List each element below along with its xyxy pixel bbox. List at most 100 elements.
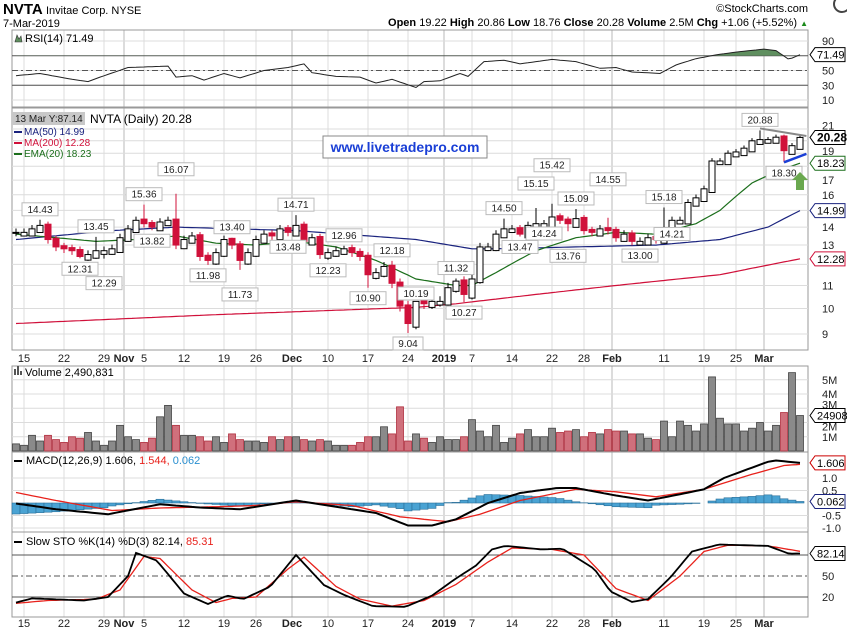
x-axis-label: Mar <box>754 353 774 365</box>
volume-bar <box>244 440 252 452</box>
x-axis-label: 17 <box>362 618 374 629</box>
price-annotation-box <box>213 220 251 235</box>
volume-legend: Volume 2,490,831 <box>14 366 114 379</box>
macd-histogram-bar <box>227 502 237 506</box>
x-axis-label: 24 <box>402 618 414 629</box>
sto-k-line <box>15 543 800 608</box>
price-annotation-box <box>133 233 171 248</box>
rsi-line <box>15 48 801 89</box>
candle-body <box>492 233 500 252</box>
macd-histogram-bar <box>651 502 661 506</box>
volume-bar <box>548 427 556 452</box>
volume-bar <box>268 436 276 452</box>
volume-bar <box>164 404 172 452</box>
volume-bar <box>324 440 332 452</box>
candle-body <box>436 300 444 306</box>
x-axis-label: 14 <box>506 618 518 629</box>
volume-bar <box>156 416 164 452</box>
macd-label: MACD(12,26,9) 1.606, 1.544, 0.062 <box>26 455 200 467</box>
volume-bar <box>12 443 20 452</box>
volume-bar <box>308 440 316 452</box>
volume-bar <box>44 434 52 452</box>
candle-body <box>244 252 252 265</box>
x-axis-label: 19 <box>698 353 710 365</box>
price-annotation-box <box>397 286 435 301</box>
price-annotation-box <box>533 158 571 173</box>
volume-bar <box>492 424 500 452</box>
volume-bar <box>100 444 108 452</box>
price-annotation-box <box>621 248 659 263</box>
macd-histogram-bar <box>203 502 213 505</box>
brand-logo: ©StockCharts.com <box>716 3 808 15</box>
symbol: NVTA <box>3 1 43 18</box>
volume-bar <box>60 442 68 452</box>
price-annotation: 14.21 <box>659 230 684 241</box>
macd-histogram-bar <box>371 502 381 506</box>
price-annotation-box <box>485 201 523 216</box>
top-right-icon[interactable] <box>833 0 847 13</box>
volume-bar <box>596 433 604 452</box>
candle-body <box>684 201 692 225</box>
candle-body <box>28 228 36 237</box>
candle-body <box>620 233 628 242</box>
candle-body <box>516 227 524 235</box>
candle-body <box>772 136 780 144</box>
volume-bar <box>460 436 468 452</box>
price-annotation-box <box>21 202 59 217</box>
watermark-box[interactable]: www.livetradepro.com <box>322 135 488 159</box>
volume-bar <box>780 412 788 452</box>
candle-body <box>420 299 428 305</box>
price-annotation: 20.88 <box>747 115 772 126</box>
open-label: Open <box>388 17 416 29</box>
macd-swatch <box>14 460 22 462</box>
x-axis-label: 26 <box>250 353 262 365</box>
volume-value: 2.5M <box>669 17 693 29</box>
candle-body <box>612 228 620 239</box>
macd-histogram-bar <box>723 497 733 504</box>
macd-histogram-bar <box>643 502 653 509</box>
ema20-legend: EMA(20) 18.23 <box>24 149 92 160</box>
macd-label-main: MACD(12,26,9) 1.606, <box>26 455 136 467</box>
macd-histogram-bar <box>123 502 133 505</box>
x-axis-label: 15 <box>18 353 30 365</box>
volume-tick-label: 2M <box>822 422 837 434</box>
candle-body <box>108 248 116 255</box>
macd-histogram-bar <box>459 499 469 504</box>
macd-histogram-bar <box>771 495 781 504</box>
volume-bar <box>396 406 404 452</box>
rsi-overbought-fill <box>16 49 800 56</box>
x-axis-label: 11 <box>658 618 669 629</box>
x-axis-label: 19 <box>698 618 710 629</box>
candle-body <box>692 197 700 207</box>
x-axis-label: 24 <box>402 353 414 365</box>
volume-bar <box>148 437 156 452</box>
x-axis-label: 25 <box>730 353 742 365</box>
macd-histogram-bar <box>619 502 629 508</box>
price-annotation: 15.18 <box>651 193 676 204</box>
x-axis-label: 7 <box>469 618 475 629</box>
volume-bar <box>420 437 428 452</box>
sto-swatch <box>14 541 22 543</box>
macd-histogram-bar <box>683 502 693 505</box>
macd-hist-tag: 0.062 <box>817 496 845 508</box>
watermark-link[interactable]: www.livetradepro.com <box>330 139 480 155</box>
price-annotation: 13.45 <box>83 222 108 233</box>
macd-value-tag: 1.606 <box>817 458 845 470</box>
macd-histogram-bar <box>731 497 741 504</box>
candle-body <box>236 243 244 261</box>
macd-histogram-bar <box>763 494 773 504</box>
candle-body <box>676 219 684 225</box>
candle-body <box>780 135 788 152</box>
volume-value-tag: 2490831 <box>817 411 847 423</box>
volume-bar <box>516 433 524 452</box>
volume-tick-label: 1M <box>822 432 837 444</box>
price-annotation: 14.71 <box>283 200 308 211</box>
ma200-tag: 12.28 <box>817 254 845 266</box>
macd-hist-tag-box <box>809 493 846 509</box>
candle-body <box>428 300 436 308</box>
candle-body <box>556 215 564 221</box>
macd-histogram-bar <box>99 502 109 509</box>
volume-bar <box>724 423 732 452</box>
volume-bar <box>372 436 380 452</box>
